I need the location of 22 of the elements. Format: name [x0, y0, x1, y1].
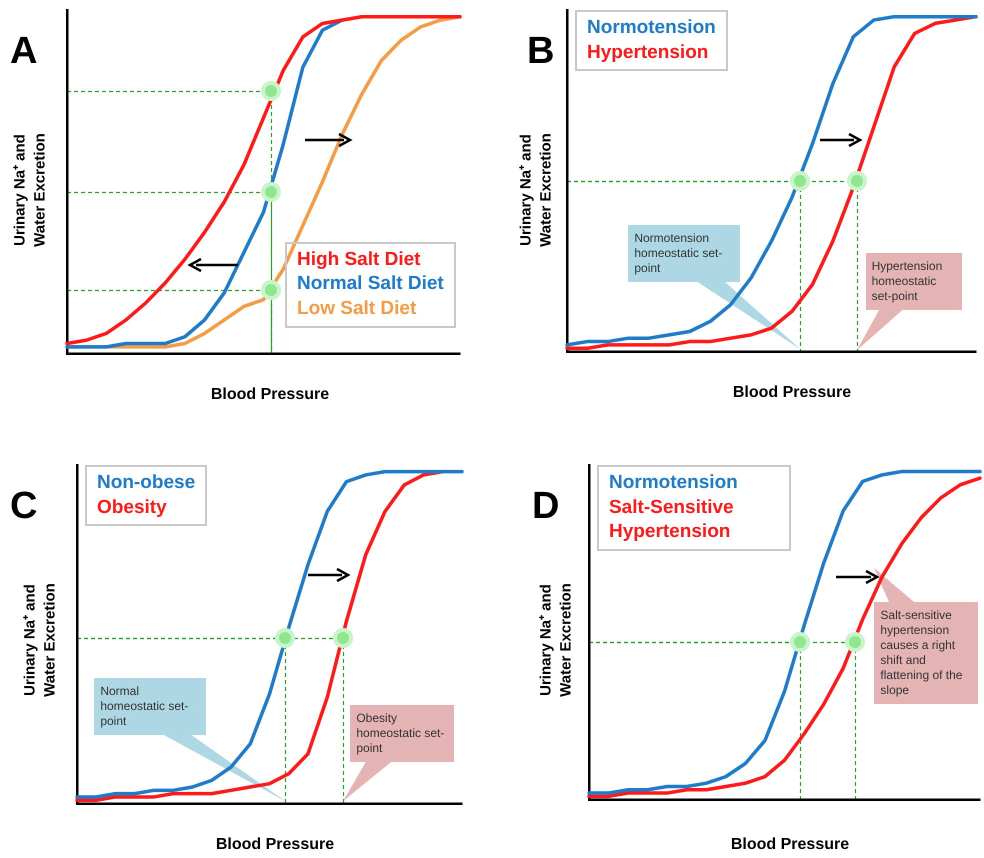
chart-title: B [527, 30, 554, 73]
chart-title: D [532, 485, 560, 528]
y-axis-title: Urinary Na⁺ and Water Excretion [536, 582, 575, 699]
annotation: Salt-sensitive hypertension causes a right shift and flattening of the slope [874, 602, 978, 704]
legend-box: Normotension Salt-Sensitive Hypertension [597, 465, 791, 552]
x-axis-title: Blood Pressure [216, 836, 334, 854]
annotation: Normotension homeostatic set-point [628, 225, 740, 282]
legend-box: Non-obese Obesity [85, 465, 208, 526]
x-axis-title: Blood Pressure [732, 384, 852, 402]
annotation: Hypertension homeostatic set-point [866, 252, 962, 310]
series-label: Low Salt Diet [297, 296, 418, 321]
y-axis-title: Urinary Na⁺ and Water Excretion [10, 132, 49, 249]
y-axis-title: Urinary Na⁺ and Water Excretion [20, 582, 59, 699]
x-axis-title: Blood Pressure [210, 386, 330, 404]
legend-box: High Salt Diet Normal Salt Diet Low Salt Diet [285, 242, 456, 328]
chart-title: A [10, 30, 38, 73]
chart-title: C [10, 485, 38, 528]
annotation: Normal homeostatic set-point [94, 678, 206, 736]
legend-box: Normotension Hypertension [575, 10, 728, 72]
x-axis-title: Blood Pressure [730, 836, 850, 854]
y-axis-title: Urinary Na⁺ and Water Excretion [516, 132, 555, 249]
annotation: Obesity homeostatic set-point [350, 705, 454, 762]
